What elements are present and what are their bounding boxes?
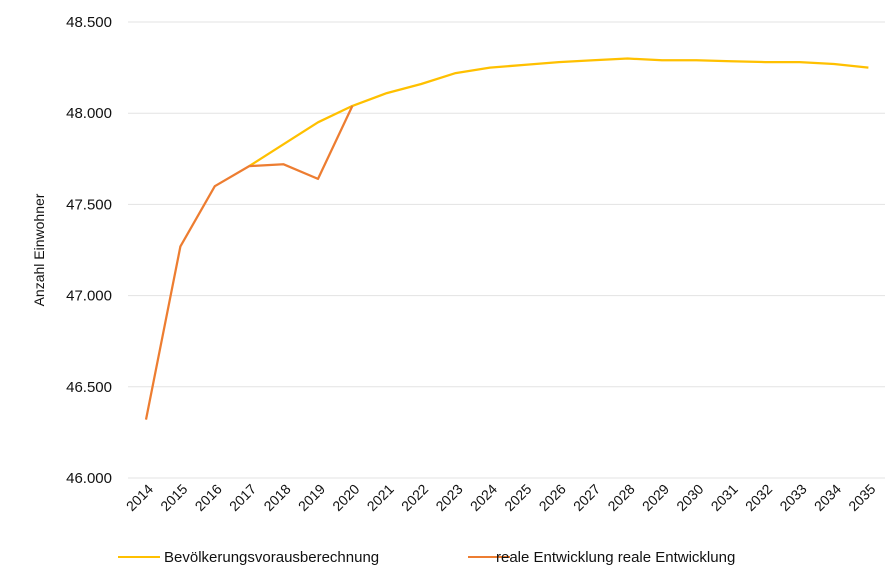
y-tick-label: 47.500 xyxy=(66,196,112,213)
x-tick-label: 2030 xyxy=(673,481,706,514)
x-axis-ticks: 2014 2015 2016 2017 2018 2019 2020 2021 2022 2023… xyxy=(123,481,879,514)
series-lines xyxy=(144,57,869,420)
legend-label-real: reale Entwicklung reale Entwicklung xyxy=(496,549,735,566)
series-line-1 xyxy=(144,105,354,420)
y-tick-label: 48.500 xyxy=(66,14,112,31)
x-tick-label: 2018 xyxy=(260,481,293,514)
x-tick-label: 2029 xyxy=(639,481,672,514)
x-tick-label: 2023 xyxy=(432,481,465,514)
x-tick-label: 2028 xyxy=(604,481,637,514)
x-tick-label: 2026 xyxy=(536,481,569,514)
x-tick-label: 2016 xyxy=(192,481,225,514)
x-tick-label: 2021 xyxy=(364,481,397,514)
series-line-0 xyxy=(248,57,869,168)
x-tick-label: 2019 xyxy=(295,481,328,514)
x-tick-label: 2014 xyxy=(123,481,156,514)
y-axis-label: Anzahl Einwohner xyxy=(31,193,47,306)
y-tick-label: 46.500 xyxy=(66,379,112,396)
y-tick-label: 48.000 xyxy=(66,105,112,122)
x-tick-label: 2035 xyxy=(845,481,878,514)
x-tick-label: 2020 xyxy=(329,481,362,514)
x-tick-label: 2025 xyxy=(501,481,534,514)
x-tick-label: 2022 xyxy=(398,481,431,514)
x-tick-label: 2027 xyxy=(570,481,603,514)
x-tick-label: 2031 xyxy=(708,481,741,514)
y-tick-label: 46.000 xyxy=(66,470,112,487)
x-tick-label: 2015 xyxy=(157,481,190,514)
x-tick-label: 2032 xyxy=(742,481,775,514)
x-tick-label: 2034 xyxy=(811,481,844,514)
legend-label-forecast: Bevölkerungsvorausberechnung xyxy=(164,549,379,566)
x-tick-label: 2033 xyxy=(776,481,809,514)
x-tick-label: 2024 xyxy=(467,481,500,514)
gridlines xyxy=(128,21,885,479)
x-tick-label: 2017 xyxy=(226,481,259,514)
y-tick-label: 47.000 xyxy=(66,288,112,305)
legend: Bevölkerungsvorausberechnung reale Entwi… xyxy=(118,549,735,566)
y-axis-ticks: 46.000 46.500 47.000 47.500 48.000 48.500 xyxy=(66,14,112,487)
